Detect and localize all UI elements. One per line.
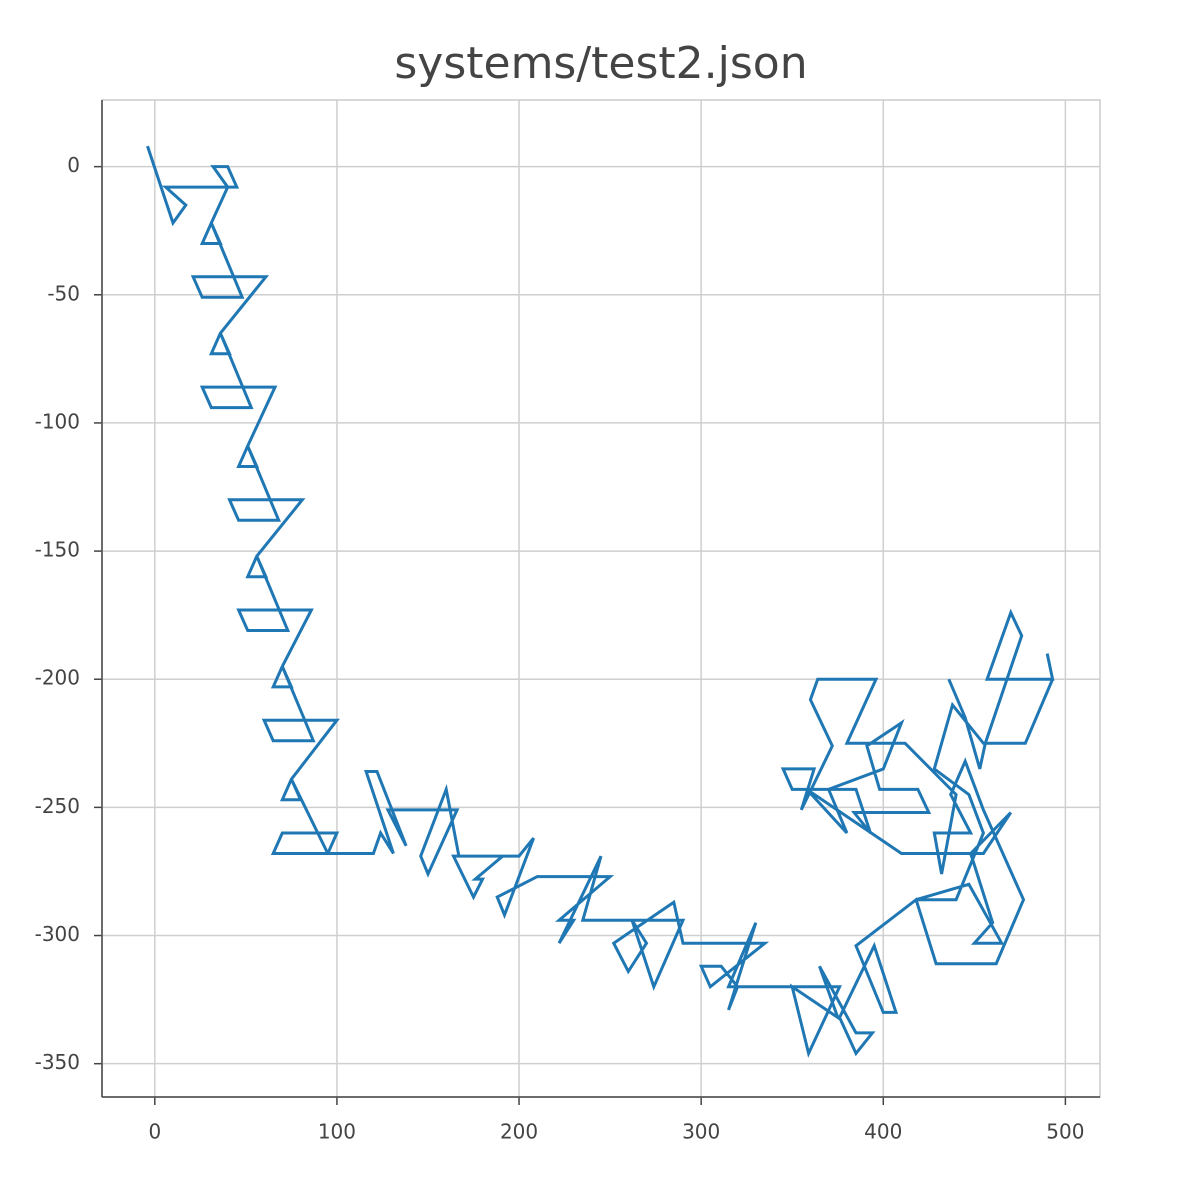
y-tick-label: -300 xyxy=(35,922,80,946)
y-tick-label: -200 xyxy=(35,666,80,690)
x-tick-label: 0 xyxy=(148,1120,161,1144)
x-tick-label: 200 xyxy=(500,1120,538,1144)
x-tick-label: 400 xyxy=(864,1120,902,1144)
y-tick-label: -100 xyxy=(35,409,80,433)
x-tick-label: 500 xyxy=(1046,1120,1084,1144)
y-tick-label: -350 xyxy=(35,1050,80,1074)
x-tick-label: 100 xyxy=(318,1120,356,1144)
x-tick-label: 300 xyxy=(682,1120,720,1144)
y-tick-label: -50 xyxy=(47,281,80,305)
data-line xyxy=(146,145,1055,1058)
plot-background xyxy=(102,100,1100,1097)
chart-title: systems/test2.json xyxy=(394,38,807,89)
y-tick-label: 0 xyxy=(67,153,80,177)
y-tick-label: -150 xyxy=(35,538,80,562)
y-tick-label: -250 xyxy=(35,794,80,818)
